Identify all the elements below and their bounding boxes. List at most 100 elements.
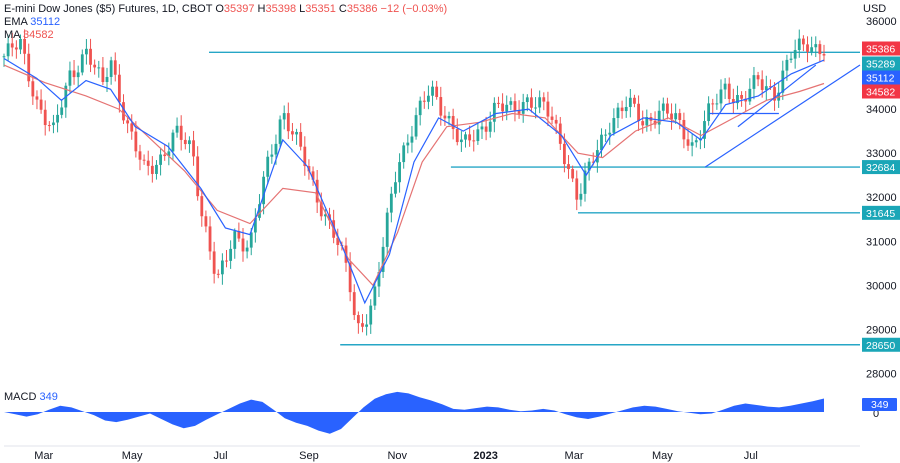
candle-body[interactable] (221, 261, 224, 275)
candle-body[interactable] (134, 132, 137, 152)
candle-body[interactable] (423, 101, 426, 102)
candle-body[interactable] (608, 133, 611, 135)
candle-body[interactable] (617, 108, 620, 118)
candle-body[interactable] (147, 161, 150, 166)
candle-body[interactable] (60, 107, 63, 114)
candle-body[interactable] (118, 75, 121, 102)
candle-body[interactable] (781, 71, 784, 93)
candle-body[interactable] (814, 44, 817, 47)
candle-body[interactable] (464, 134, 467, 139)
candle-body[interactable] (818, 44, 821, 54)
candle-body[interactable] (246, 248, 249, 252)
candle-body[interactable] (3, 56, 6, 57)
candle-body[interactable] (7, 43, 10, 56)
candle-body[interactable] (415, 115, 418, 136)
candle-body[interactable] (720, 89, 723, 103)
candle-body[interactable] (31, 81, 34, 96)
candle-body[interactable] (600, 135, 603, 150)
candle-body[interactable] (77, 72, 80, 77)
candle-body[interactable] (439, 97, 442, 116)
candle-body[interactable] (530, 97, 533, 107)
candle-body[interactable] (431, 87, 434, 96)
candle-body[interactable] (390, 194, 393, 213)
candle-body[interactable] (728, 84, 731, 99)
candle-body[interactable] (357, 315, 360, 323)
candle-body[interactable] (481, 127, 484, 130)
candle-body[interactable] (757, 75, 760, 79)
candle-body[interactable] (209, 226, 212, 251)
candle-body[interactable] (518, 111, 521, 114)
candle-body[interactable] (172, 133, 175, 152)
candle-body[interactable] (402, 145, 405, 162)
ema-line[interactable] (4, 59, 824, 303)
candle-body[interactable] (452, 116, 455, 129)
candle-body[interactable] (472, 140, 475, 141)
candle-body[interactable] (633, 98, 636, 104)
candle-body[interactable] (295, 132, 298, 134)
candle-body[interactable] (514, 101, 517, 111)
candle-body[interactable] (810, 47, 813, 52)
candle-body[interactable] (419, 101, 422, 115)
candle-body[interactable] (604, 135, 607, 136)
candle-body[interactable] (386, 213, 389, 247)
candle-body[interactable] (724, 84, 727, 90)
candle-body[interactable] (101, 67, 104, 82)
candle-body[interactable] (192, 140, 195, 156)
candle-body[interactable] (369, 306, 372, 325)
candle-body[interactable] (670, 114, 673, 120)
candle-body[interactable] (641, 121, 644, 125)
candle-body[interactable] (180, 126, 183, 140)
candle-body[interactable] (159, 155, 162, 165)
candle-body[interactable] (501, 104, 504, 112)
candle-body[interactable] (674, 113, 677, 119)
candle-body[interactable] (682, 120, 685, 139)
candle-body[interactable] (753, 75, 756, 89)
candle-body[interactable] (85, 49, 88, 55)
candle-body[interactable] (205, 216, 208, 226)
candle-body[interactable] (678, 113, 681, 120)
candle-body[interactable] (505, 105, 508, 112)
candle-body[interactable] (468, 134, 471, 140)
candle-body[interactable] (291, 131, 294, 134)
candle-body[interactable] (612, 118, 615, 133)
candle-body[interactable] (786, 60, 789, 71)
candle-body[interactable] (476, 129, 479, 141)
candle-body[interactable] (460, 140, 463, 142)
candle-body[interactable] (629, 98, 632, 107)
candle-body[interactable] (551, 117, 554, 120)
candle-body[interactable] (176, 126, 179, 133)
candle-body[interactable] (151, 166, 154, 174)
candle-body[interactable] (114, 60, 117, 74)
candle-body[interactable] (373, 286, 376, 305)
candle-body[interactable] (790, 59, 793, 60)
candle-body[interactable] (522, 102, 525, 114)
ma-line[interactable] (4, 65, 824, 285)
candle-body[interactable] (155, 165, 158, 174)
candle-body[interactable] (571, 169, 574, 178)
macd-pane[interactable]: 0 (4, 392, 879, 446)
candle-body[interactable] (36, 96, 39, 99)
candle-body[interactable] (394, 182, 397, 193)
candle-body[interactable] (695, 140, 698, 142)
candle-body[interactable] (225, 261, 228, 262)
candle-body[interactable] (143, 160, 146, 161)
candle-body[interactable] (139, 151, 142, 159)
candle-body[interactable] (761, 79, 764, 90)
candle-body[interactable] (715, 103, 718, 104)
candle-body[interactable] (794, 50, 797, 59)
candle-body[interactable] (126, 120, 129, 123)
candle-body[interactable] (130, 123, 133, 131)
candle-body[interactable] (213, 251, 216, 273)
candle-body[interactable] (279, 119, 282, 143)
candle-body[interactable] (411, 137, 414, 143)
candle-body[interactable] (73, 70, 76, 77)
candle-body[interactable] (485, 127, 488, 132)
candle-body[interactable] (361, 323, 364, 327)
candle-body[interactable] (547, 102, 550, 117)
candle-body[interactable] (575, 178, 578, 199)
candle-body[interactable] (509, 101, 512, 105)
candle-body[interactable] (69, 70, 72, 85)
candle-body[interactable] (97, 67, 100, 68)
candle-body[interactable] (489, 122, 492, 132)
candle-body[interactable] (163, 155, 166, 157)
